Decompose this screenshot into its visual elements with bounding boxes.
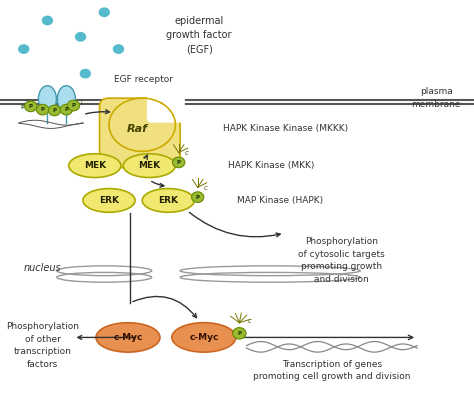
Circle shape bbox=[48, 105, 61, 116]
FancyBboxPatch shape bbox=[100, 98, 180, 168]
Circle shape bbox=[113, 44, 124, 54]
Circle shape bbox=[191, 192, 204, 202]
Text: P: P bbox=[21, 105, 25, 110]
Ellipse shape bbox=[172, 323, 236, 352]
Text: MEK: MEK bbox=[84, 161, 106, 170]
Circle shape bbox=[60, 104, 73, 115]
Circle shape bbox=[233, 328, 246, 339]
Circle shape bbox=[67, 100, 80, 111]
Text: c: c bbox=[81, 99, 85, 105]
FancyBboxPatch shape bbox=[147, 90, 185, 123]
Text: plasma
membrane: plasma membrane bbox=[411, 88, 461, 109]
Text: P: P bbox=[29, 104, 33, 109]
Ellipse shape bbox=[38, 86, 56, 112]
Text: Phosphorylation
of cytosolic targets
promoting growth
and division: Phosphorylation of cytosolic targets pro… bbox=[298, 237, 385, 284]
Text: Transcription of genes
promoting cell growth and division: Transcription of genes promoting cell gr… bbox=[253, 360, 410, 380]
Circle shape bbox=[80, 69, 91, 79]
Text: EGF receptor: EGF receptor bbox=[114, 75, 173, 84]
Text: c-Myc: c-Myc bbox=[113, 333, 143, 342]
Ellipse shape bbox=[123, 154, 175, 178]
Text: c: c bbox=[247, 318, 251, 324]
Circle shape bbox=[42, 16, 53, 25]
Text: P: P bbox=[41, 107, 45, 112]
Ellipse shape bbox=[83, 189, 135, 212]
Ellipse shape bbox=[57, 86, 75, 112]
Ellipse shape bbox=[96, 323, 160, 352]
Text: ERK: ERK bbox=[99, 196, 119, 205]
Circle shape bbox=[99, 7, 110, 17]
Ellipse shape bbox=[69, 154, 121, 178]
Ellipse shape bbox=[142, 189, 194, 212]
Text: P: P bbox=[196, 195, 200, 200]
Circle shape bbox=[75, 32, 86, 42]
Text: HAPK Kinase Kinase (MKKK): HAPK Kinase Kinase (MKKK) bbox=[223, 124, 348, 133]
Text: P: P bbox=[64, 107, 68, 112]
Text: P: P bbox=[177, 160, 181, 165]
Text: nucleus: nucleus bbox=[24, 263, 61, 273]
Text: Raf: Raf bbox=[127, 124, 148, 134]
Text: P: P bbox=[237, 331, 241, 336]
Text: Phosphorylation
of other
transcription
factors: Phosphorylation of other transcription f… bbox=[6, 322, 79, 369]
Text: MEK: MEK bbox=[138, 161, 160, 170]
Text: ERK: ERK bbox=[158, 196, 178, 205]
Text: MAP Kinase (HAPK): MAP Kinase (HAPK) bbox=[237, 196, 323, 205]
Text: HAPK Kinase (MKK): HAPK Kinase (MKK) bbox=[228, 161, 314, 170]
Circle shape bbox=[18, 44, 29, 54]
Text: c: c bbox=[204, 185, 208, 191]
Text: P: P bbox=[72, 103, 75, 108]
Circle shape bbox=[36, 104, 49, 115]
Text: c-Myc: c-Myc bbox=[189, 333, 219, 342]
Circle shape bbox=[173, 157, 185, 168]
Text: c: c bbox=[185, 151, 189, 156]
Text: 3: 3 bbox=[24, 100, 28, 106]
Text: epidermal
growth factor
(EGF): epidermal growth factor (EGF) bbox=[166, 16, 232, 54]
Circle shape bbox=[25, 101, 37, 112]
Text: P: P bbox=[53, 108, 56, 113]
